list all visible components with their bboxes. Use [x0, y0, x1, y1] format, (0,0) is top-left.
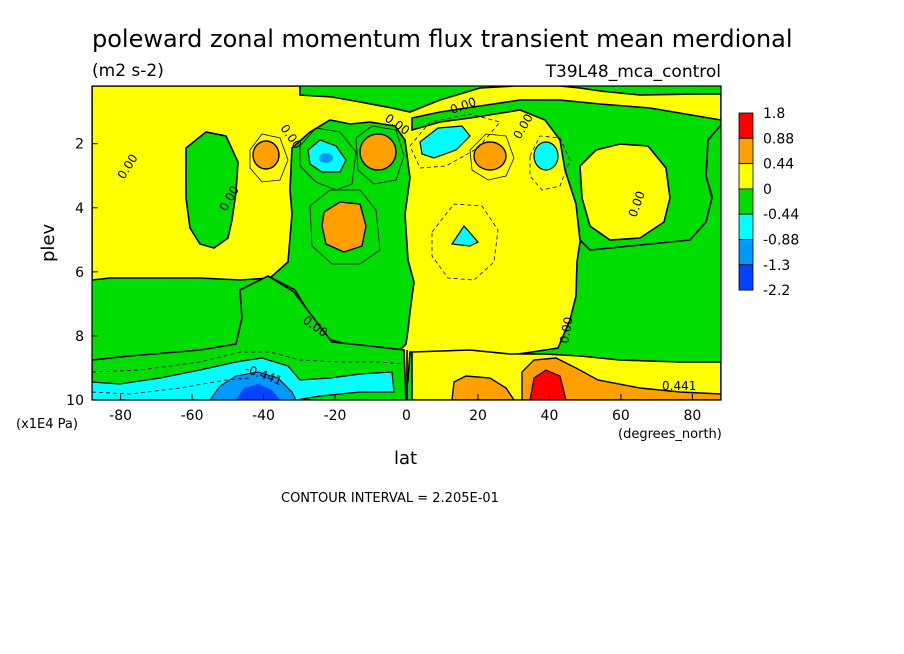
x-tick-label: -60 — [181, 408, 204, 424]
x-tick-label: 20 — [469, 408, 487, 424]
orange-cell-6 — [521, 357, 721, 400]
x-tick-label: 60 — [612, 408, 630, 424]
cyan-cell-2 — [419, 125, 471, 159]
orange-cell-3 — [473, 141, 507, 171]
contour-interval: CONTOUR INTERVAL = 2.205E-01 — [281, 491, 499, 506]
colorbar-label: -0.88 — [763, 233, 799, 249]
colorbar: 1.8 0.88 0.44 0 -0.44 -0.88 -1.3 -2.2 — [738, 106, 799, 299]
y-axis: 2 4 6 8 10 — [66, 137, 98, 409]
red-cell — [529, 369, 567, 400]
y-tick-label: 6 — [75, 265, 84, 281]
cyan-cell-3 — [533, 141, 559, 171]
colorbar-swatch — [738, 239, 754, 266]
contour-label: 0.00 — [557, 316, 575, 345]
green-blob-sh-lower — [92, 275, 407, 400]
colorbar-swatch — [738, 213, 754, 240]
colorbar-swatch — [738, 264, 754, 291]
colorbar-label: 0 — [763, 182, 772, 198]
x-tick-label: 40 — [541, 408, 559, 424]
run-label: T39L48_mca_control — [545, 62, 721, 82]
y-tick-label: 2 — [75, 137, 84, 153]
colorbar-swatch — [738, 137, 754, 165]
x-tick-label: 0 — [402, 408, 411, 424]
x-tick-label: -80 — [109, 408, 132, 424]
chart-title: poleward zonal momentum flux transient m… — [92, 25, 793, 53]
colorbar-label: 0.88 — [763, 131, 794, 147]
cyan-cell-4 — [450, 225, 479, 247]
x-tick-label: -40 — [252, 408, 275, 424]
x-tick-label: 80 — [683, 408, 701, 424]
colorbar-label: -1.3 — [763, 258, 790, 274]
contour-field: 0.00 0.00 0.00 0.00 0.00 0.00 0.00 0.00 … — [92, 86, 721, 400]
yellow-blob-nh-high — [579, 143, 671, 241]
x-units: (degrees_north) — [618, 427, 722, 442]
y-axis-label: plev — [38, 223, 59, 262]
colorbar-label: 1.8 — [763, 106, 785, 122]
colorbar-label: -0.44 — [763, 207, 799, 223]
colorbar-label: 0.44 — [763, 157, 794, 173]
y-tick-label: 8 — [75, 329, 84, 345]
blue-core-1 — [319, 153, 333, 163]
orange-cell-4 — [321, 201, 367, 253]
orange-cell-2 — [359, 133, 397, 171]
colorbar-label: -2.2 — [763, 283, 790, 299]
colorbar-swatch — [738, 163, 754, 190]
chart-units: (m2 s-2) — [92, 61, 164, 81]
darkblue-core-sh — [236, 384, 280, 400]
colorbar-swatch — [738, 188, 754, 215]
green-blob-sh-polar — [185, 131, 239, 249]
x-tick-label: -20 — [324, 408, 347, 424]
orange-cell-1 — [252, 140, 280, 170]
x-axis: -80 -60 -40 -20 0 20 40 60 80 — [109, 394, 701, 424]
orange-cell-5 — [451, 375, 515, 400]
dashed-contours — [92, 113, 571, 395]
y-tick-label: 4 — [75, 201, 84, 217]
y-units: (x1E4 Pa) — [16, 417, 78, 432]
contour-label: 0.441 — [662, 379, 696, 393]
x-axis-label: lat — [394, 448, 417, 469]
y-tick-label: 10 — [66, 393, 84, 409]
colorbar-swatch — [738, 112, 754, 139]
